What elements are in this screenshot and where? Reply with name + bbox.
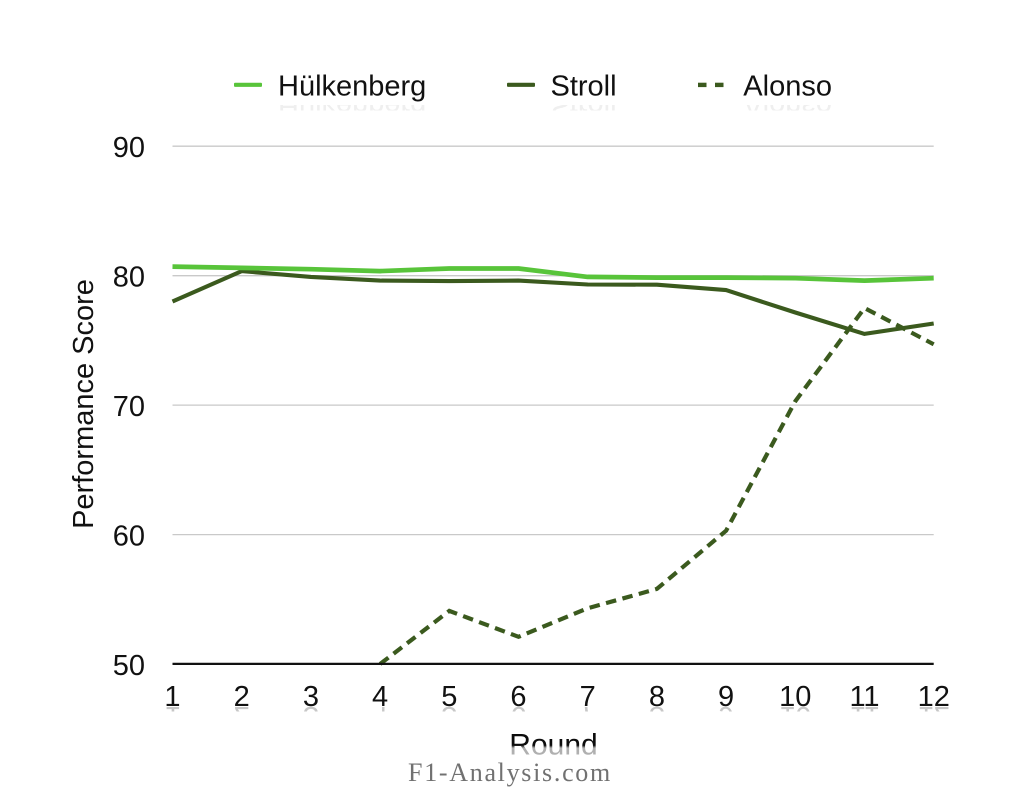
- svg-text:Alonso: Alonso: [743, 71, 832, 103]
- svg-text:8: 8: [649, 681, 665, 713]
- svg-text:Hülkenberg: Hülkenberg: [278, 71, 426, 103]
- svg-text:Stroll: Stroll: [551, 90, 617, 122]
- svg-text:10: 10: [779, 700, 811, 732]
- svg-text:1: 1: [164, 681, 180, 713]
- svg-text:7: 7: [580, 681, 596, 713]
- svg-text:1: 1: [164, 700, 180, 732]
- svg-text:12: 12: [918, 700, 950, 732]
- svg-text:11: 11: [849, 681, 879, 713]
- svg-text:10: 10: [779, 681, 811, 713]
- svg-text:3: 3: [303, 681, 319, 713]
- svg-text:Round: Round: [509, 729, 597, 762]
- svg-text:2: 2: [234, 700, 250, 732]
- svg-text:12: 12: [918, 681, 950, 713]
- svg-text:5: 5: [441, 681, 457, 713]
- svg-text:50: 50: [113, 650, 145, 682]
- svg-text:Hülkenberg: Hülkenberg: [278, 90, 426, 122]
- svg-text:70: 70: [113, 391, 145, 423]
- svg-text:9: 9: [718, 681, 734, 713]
- svg-text:2: 2: [234, 681, 250, 713]
- svg-text:90: 90: [113, 132, 145, 164]
- svg-text:11: 11: [849, 700, 879, 732]
- svg-text:Stroll: Stroll: [551, 71, 617, 103]
- svg-text:5: 5: [441, 700, 457, 732]
- svg-text:6: 6: [510, 681, 526, 713]
- svg-text:4: 4: [372, 681, 388, 713]
- svg-text:8: 8: [649, 700, 665, 732]
- svg-text:7: 7: [580, 700, 596, 732]
- svg-text:6: 6: [510, 700, 526, 732]
- svg-text:60: 60: [113, 521, 145, 553]
- svg-text:F1-Analysis.com: F1-Analysis.com: [408, 758, 612, 787]
- svg-text:Performance Score: Performance Score: [68, 279, 100, 529]
- svg-text:Alonso: Alonso: [743, 90, 832, 122]
- svg-text:3: 3: [303, 700, 319, 732]
- svg-text:4: 4: [372, 700, 388, 732]
- svg-text:9: 9: [718, 700, 734, 732]
- svg-text:80: 80: [113, 262, 145, 294]
